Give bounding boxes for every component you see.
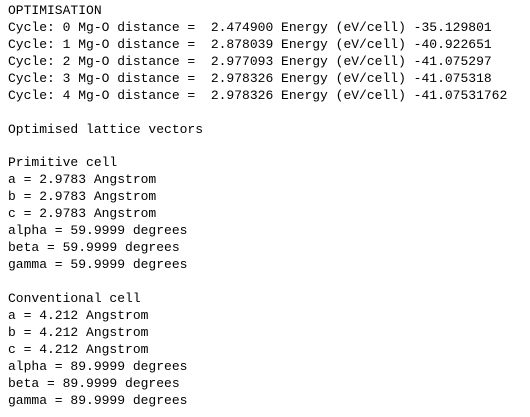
- blank-line: [8, 138, 528, 155]
- cell-parameter: a = 2.9783 Angstrom: [8, 172, 157, 188]
- cell-parameter: beta = 59.9999 degrees: [8, 240, 180, 256]
- cycle-line: Cycle: 2 Mg-O distance = 2.977093 Energy…: [8, 54, 492, 69]
- cell-parameter: beta = 89.9999 degrees: [8, 376, 180, 392]
- cycle-line: Cycle: 4 Mg-O distance = 2.978326 Energy…: [8, 88, 508, 103]
- section-heading: Optimised lattice vectors: [8, 121, 204, 137]
- cycle-line: Cycle: 1 Mg-O distance = 2.878039 Energy…: [8, 37, 492, 52]
- cell-parameter: c = 2.9783 Angstrom: [8, 206, 157, 222]
- console-output: OPTIMISATION Cycle: 0 Mg-O distance = 2.4…: [8, 2, 528, 409]
- section-title: OPTIMISATION: [8, 3, 102, 18]
- cell-heading: Conventional cell: [8, 291, 141, 307]
- cell-parameter: gamma = 89.9999 degrees: [8, 393, 188, 409]
- cell-parameter: b = 4.212 Angstrom: [8, 325, 149, 341]
- blank-line: [8, 273, 528, 290]
- cell-parameter: c = 4.212 Angstrom: [8, 342, 149, 358]
- cell-parameter: alpha = 89.9999 degrees: [8, 359, 188, 375]
- cell-parameter: a = 4.212 Angstrom: [8, 308, 149, 324]
- cell-parameter: gamma = 59.9999 degrees: [8, 257, 188, 273]
- cycle-line: Cycle: 3 Mg-O distance = 2.978326 Energy…: [8, 71, 492, 86]
- cell-parameter: b = 2.9783 Angstrom: [8, 189, 157, 205]
- cycle-line: Cycle: 0 Mg-O distance = 2.474900 Energy…: [8, 20, 492, 35]
- cell-parameter: alpha = 59.9999 degrees: [8, 223, 188, 239]
- cell-heading: Primitive cell: [8, 155, 118, 171]
- blank-line: [8, 104, 528, 121]
